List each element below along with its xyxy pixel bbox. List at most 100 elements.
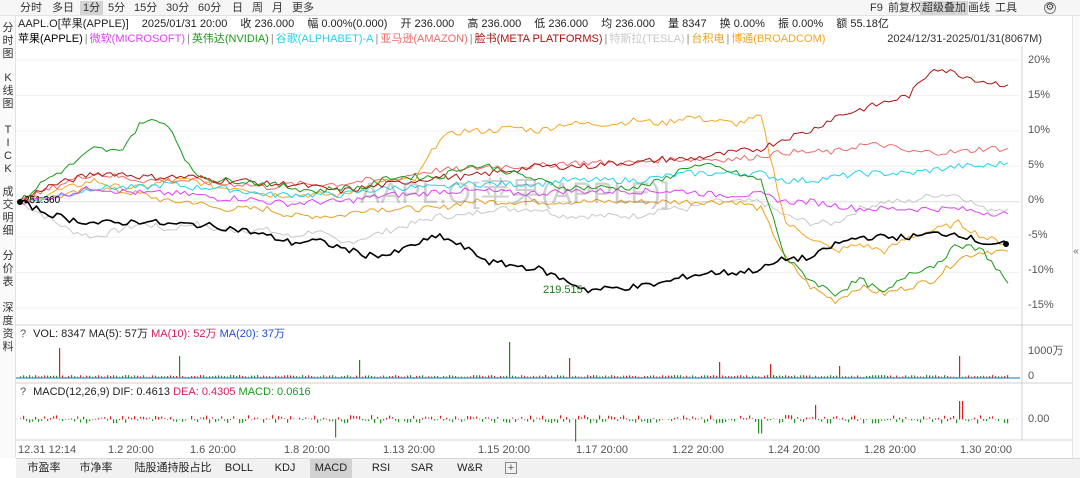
tab-fenshi[interactable]: 分时 — [20, 2, 42, 14]
tab-month[interactable]: 月 — [272, 2, 283, 14]
volume-bar — [230, 375, 232, 378]
macd-bar — [644, 419, 646, 421]
vol-ma20: MA(20): 37万 — [219, 328, 285, 340]
legend-item[interactable]: 谷歌(ALPHABET)-A — [275, 33, 374, 45]
macd-bar — [320, 419, 322, 421]
f9-button[interactable]: F9 — [870, 2, 883, 14]
macd-bar — [389, 415, 391, 420]
tab-macd[interactable]: MACD — [310, 459, 352, 478]
macd-bar — [140, 416, 142, 420]
volume-bar — [386, 376, 388, 378]
legend-item[interactable]: 特斯拉(TESLA) — [609, 33, 685, 45]
volume-bar — [725, 376, 727, 378]
volume-bar — [59, 348, 61, 378]
volume-bar — [332, 375, 334, 378]
macd-bar — [86, 419, 88, 424]
legend-item[interactable]: 台积电 — [691, 33, 725, 45]
macd-bar — [935, 418, 937, 420]
volume-bar — [932, 375, 934, 378]
plus-box-icon[interactable]: + — [505, 462, 517, 474]
volume-bar — [797, 376, 799, 378]
macd-bar — [464, 419, 466, 421]
super-overlay-button[interactable]: 超级叠加 — [920, 1, 968, 15]
chevron-left-icon[interactable]: « — [1073, 246, 1079, 257]
legend-item[interactable]: 脸书(META PLATFORMS) — [474, 33, 603, 45]
macd-help-icon[interactable]: ? — [20, 386, 27, 398]
volume-bar — [245, 376, 247, 378]
tab-multi-day[interactable]: 多日 — [52, 2, 74, 14]
volume-bar — [836, 375, 838, 378]
legend-item[interactable]: 微软(MICROSOFT) — [89, 33, 185, 45]
volume-bar — [404, 376, 406, 378]
tools-button[interactable]: 工具 — [995, 2, 1017, 14]
tab-more[interactable]: 更多 — [292, 2, 314, 14]
macd-bar — [560, 415, 562, 420]
volume-help-icon[interactable]: ? — [20, 328, 27, 340]
legend-item[interactable]: 博通(BROADCOM) — [731, 33, 826, 45]
macd-bar — [872, 419, 874, 424]
volume-bar — [803, 375, 805, 378]
macd-bar — [413, 415, 415, 420]
tab-day[interactable]: 日 — [232, 2, 243, 14]
draw-line-button[interactable]: 画线 — [968, 2, 990, 14]
volume-bar — [233, 375, 235, 378]
legend-item[interactable]: 英伟达(NVIDIA) — [191, 33, 269, 45]
tab-rsi[interactable]: RSI — [371, 462, 391, 474]
macd-bar — [386, 417, 388, 420]
vtab-trade-detail[interactable]: 成交明细 — [2, 186, 14, 237]
tab-kdj[interactable]: KDJ — [274, 462, 296, 474]
volume-bar — [557, 375, 559, 378]
macd-bar — [758, 419, 760, 434]
volume-bar — [467, 376, 469, 378]
volume-bar — [950, 376, 952, 378]
volume-bar — [878, 375, 880, 378]
legend-item[interactable]: 亚马逊(AMAZON) — [380, 33, 468, 45]
tab-week[interactable]: 周 — [252, 2, 263, 14]
tab-15min[interactable]: 15分 — [134, 2, 158, 14]
tab-pe-ratio[interactable]: 市盈率 — [27, 462, 61, 474]
macd-bar — [497, 416, 499, 420]
legend-item[interactable]: 苹果(APPLE) — [18, 33, 83, 45]
legend-separator: | — [604, 33, 608, 45]
volume-bar — [494, 375, 496, 378]
tab-hk-connect-holding[interactable]: 陆股通持股占比 — [134, 462, 212, 474]
vtab-depth-info[interactable]: 深度资料 — [2, 302, 14, 353]
macd-bar — [197, 419, 199, 423]
volume-bar — [683, 376, 685, 378]
vtab-fenshi[interactable]: 分时图 — [2, 22, 14, 60]
tab-pb-ratio[interactable]: 市净率 — [79, 462, 113, 474]
series-line — [19, 69, 1009, 201]
vtab-price-table[interactable]: 分价表 — [2, 250, 14, 288]
legend-separator: | — [686, 33, 690, 45]
macd-bar — [731, 419, 733, 421]
tab-60min[interactable]: 60分 — [198, 2, 222, 14]
forward-adjust-button[interactable]: 前复权 — [888, 2, 921, 14]
tab-1min[interactable]: 1分 — [80, 1, 104, 15]
tab-30min[interactable]: 30分 — [166, 2, 190, 14]
volume-bar — [800, 375, 802, 378]
macd-bar — [974, 417, 976, 420]
tab-boll[interactable]: BOLL — [224, 462, 254, 474]
macd-bar — [119, 419, 121, 421]
macd-bar — [938, 417, 940, 420]
volume-bar — [656, 376, 658, 378]
macd-bar — [950, 417, 952, 420]
macd-bar — [176, 419, 178, 422]
tab-5min[interactable]: 5分 — [108, 2, 126, 14]
volume-bar — [296, 376, 298, 378]
x-label-8: 1.24 20:00 — [768, 444, 820, 456]
series-line — [19, 119, 1009, 297]
volume-bar — [842, 376, 844, 378]
volume-bar — [710, 375, 712, 378]
macd-bar — [755, 419, 757, 422]
macd-bar — [530, 415, 532, 420]
macd-bar — [212, 417, 214, 420]
settings-gear-icon[interactable]: ⚙ — [1044, 2, 1056, 14]
macd-bar — [335, 419, 337, 438]
tab-wr[interactable]: W&R — [457, 462, 483, 474]
high-value: 高 236.000 — [467, 18, 522, 30]
macd-bar — [593, 419, 595, 421]
tab-sar[interactable]: SAR — [410, 462, 434, 474]
